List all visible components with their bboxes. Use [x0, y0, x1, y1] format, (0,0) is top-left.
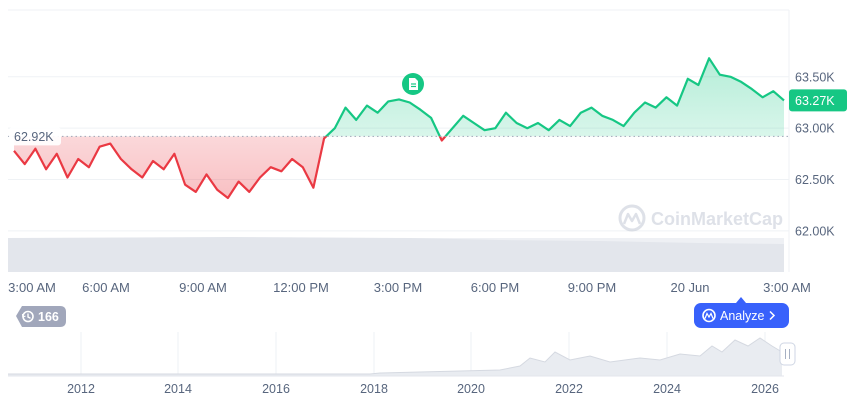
down-area-fill	[14, 136, 784, 198]
history-badge[interactable]: 166	[16, 306, 66, 327]
navigator-area	[8, 338, 782, 376]
x-tick-label: 9:00 PM	[568, 280, 616, 295]
drag-handle-icon[interactable]	[779, 342, 796, 366]
x-tick-label: 6:00 PM	[471, 280, 519, 295]
y-tick-label: 62.50K	[795, 173, 835, 187]
navigator-year-label: 2016	[262, 382, 290, 396]
y-tick-label: 63.00K	[795, 122, 835, 136]
up-area-fill	[326, 58, 784, 137]
current-price-tag: 63.27K	[789, 89, 847, 112]
navigator-year-label: 2020	[457, 382, 485, 396]
y-tick-label: 63.50K	[795, 70, 835, 84]
analyze-label: Analyze	[720, 309, 765, 323]
navigator-year-label: 2018	[360, 382, 388, 396]
x-tick-label: 12:00 PM	[273, 280, 329, 295]
analyze-logo-icon	[702, 308, 716, 323]
y-axis: 63.50K 63.00K 62.50K 62.00K	[795, 70, 835, 238]
chevron-right-icon	[769, 310, 776, 321]
news-marker[interactable]	[402, 73, 424, 95]
navigator[interactable]: 2012 2014 2016 2018 2020 2022 2024 2026	[8, 332, 796, 396]
coinmarketcap-logo-icon	[618, 204, 646, 232]
x-tick-label: 20 Jun	[670, 280, 709, 295]
x-tick-label: 6:00 AM	[82, 280, 130, 295]
navigator-year-label: 2012	[67, 382, 95, 396]
watermark: CoinMarketCap	[618, 204, 783, 232]
current-price-text: 63.27K	[795, 94, 835, 108]
open-price-text: 62.92K	[14, 130, 54, 144]
navigator-year-label: 2022	[555, 382, 583, 396]
open-price-label: 62.92K	[9, 127, 61, 146]
volume-area	[8, 237, 784, 272]
navigator-year-label: 2026	[751, 382, 779, 396]
document-icon	[409, 78, 418, 90]
price-line-up	[324, 57, 785, 137]
navigator-year-label: 2024	[653, 382, 681, 396]
y-tick-label: 62.00K	[795, 224, 835, 238]
x-tick-label: 9:00 AM	[179, 280, 227, 295]
navigator-year-label: 2014	[164, 382, 192, 396]
history-count: 166	[38, 310, 59, 324]
x-axis: 3:00 AM 6:00 AM 9:00 AM 12:00 PM 3:00 PM 6:00…	[8, 280, 811, 295]
history-icon	[21, 310, 34, 323]
watermark-text: CoinMarketCap	[651, 209, 783, 229]
x-tick-label: 3:00 AM	[8, 280, 56, 295]
x-tick-label: 3:00 AM	[763, 280, 811, 295]
navigator-year-labels: 2012 2014 2016 2018 2020 2022 2024 2026	[67, 382, 779, 396]
x-tick-label: 3:00 PM	[374, 280, 422, 295]
analyze-button[interactable]: Analyze	[694, 297, 789, 328]
price-line-down	[13, 136, 447, 200]
navigator-line	[8, 337, 783, 375]
